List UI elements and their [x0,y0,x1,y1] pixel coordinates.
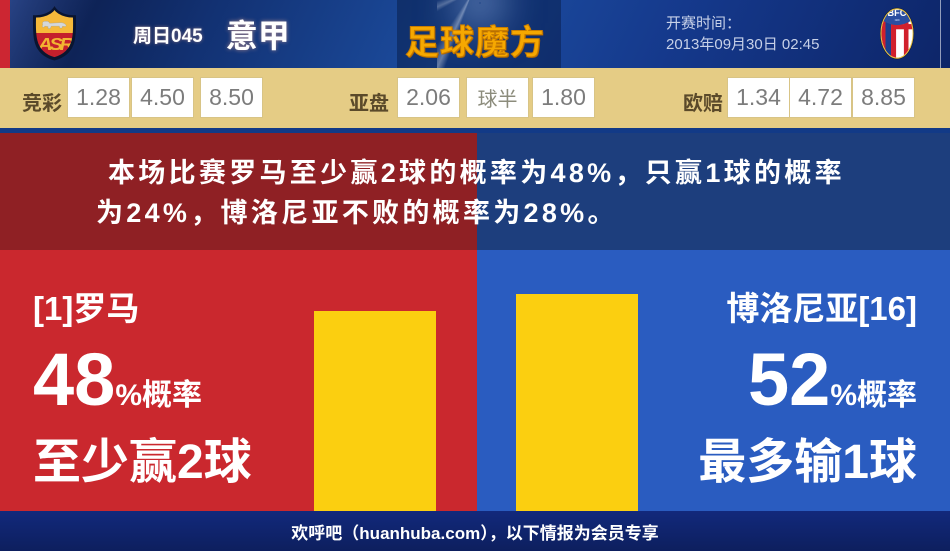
svg-text:1909: 1909 [894,19,900,22]
svg-text:BFC: BFC [888,8,907,20]
